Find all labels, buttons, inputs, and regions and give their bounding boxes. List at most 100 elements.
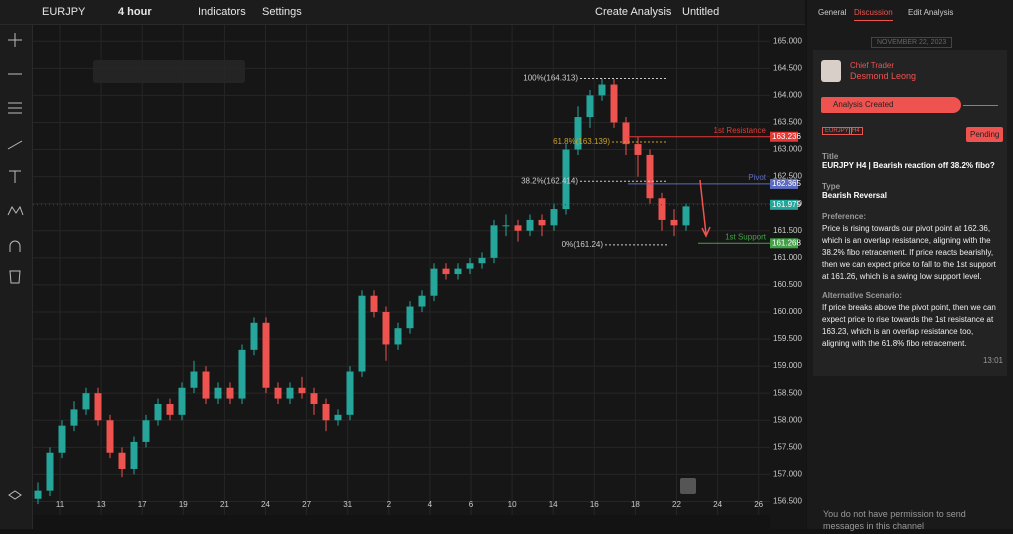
brush-tool[interactable] [7,140,23,150]
magnet-tool[interactable] [9,240,21,252]
y-tick-label: 157.500 [773,442,802,451]
alternative: If price breaks above the pivot point, t… [822,303,996,348]
idea-button[interactable] [680,478,696,494]
candle-body [610,84,618,123]
tab[interactable]: General [818,8,847,17]
level-name: Pivot [748,173,767,182]
layers-tool[interactable] [8,490,22,500]
fib-label: 61.8%(163.139) [553,137,610,146]
label: Type [822,182,841,191]
candle-body [250,322,258,350]
preference: Price is rising towards our pivot point … [822,224,996,281]
delete-tool[interactable] [9,270,21,284]
analysis-card: Chief Trader Desmond Leong Analysis Crea… [813,50,1007,376]
price-tag-label: 163.236 [772,132,801,141]
candle-body [310,393,318,405]
y-tick-label: 157.000 [773,470,802,479]
candle-body [502,225,510,227]
x-tick-label: 19 [179,500,188,509]
candle-body [166,404,174,415]
price-tag [770,178,798,189]
candle-body [598,84,606,96]
price-tag [770,238,798,249]
author: Desmond Leong [850,71,917,81]
drawing-toolbar [0,25,33,529]
x-tick-label: 21 [220,500,229,509]
x-tick-label: 27 [302,500,311,509]
x-tick-label: 24 [713,500,722,509]
x-tick-label: 6 [469,500,474,509]
candle-body [478,257,486,264]
projection-arrow [699,179,711,238]
chart: 165.000 164.500 164.000 163.500 163.000 162.5… [33,25,803,515]
candle-body [658,198,666,220]
tag: H4 [849,127,863,135]
candle-body [334,414,342,421]
candle-body [490,225,498,258]
candle-body [394,328,402,345]
x-tick-label: 10 [508,500,517,509]
candle-body [466,263,474,269]
fib-tool[interactable] [8,102,22,114]
x-tick-label: 13 [97,500,106,509]
candle-body [526,219,534,231]
candle-body [130,441,138,469]
candle-body [154,404,162,421]
date: NOVEMBER 22, 2023 [871,37,953,48]
banner-line [963,105,998,106]
tab[interactable]: Edit Analysis [908,8,954,17]
level-name: 1st Resistance [714,126,767,135]
candle-body [430,268,438,296]
x-tick-label: 18 [631,500,640,509]
text-tool[interactable] [9,170,21,183]
fib-label: 0%(161.24) [562,240,604,249]
title: EURJPY H4 | Bearish reaction off 38.2% f… [822,161,995,170]
crosshair-tool[interactable] [8,33,22,47]
candle-body [238,349,246,399]
x-tick-label: 17 [138,500,147,509]
x-tick-label: 2 [387,500,392,509]
status-banner: Analysis Created [821,97,961,113]
pattern-tool[interactable] [7,205,24,216]
candle-body [178,387,186,415]
y-tick-label: 164.500 [773,63,802,72]
candle-body [46,452,54,491]
tab[interactable]: Discussion [854,8,893,21]
candle-body [682,206,690,226]
candle-body [214,387,222,399]
y-tick-label: 158.000 [773,415,802,424]
candle-body [586,95,594,118]
fib-label: 38.2%(162.414) [521,176,578,185]
layout-name[interactable]: Untitled [682,6,720,18]
candle-body [670,219,678,226]
candle-body [538,219,546,226]
y-tick-label: 165.000 [773,36,802,45]
status[interactable]: Pending [966,127,1004,142]
interval[interactable]: 4 hour [118,6,152,18]
settings[interactable]: Settings [262,6,302,18]
candle-body [274,387,282,399]
candle-body [418,295,426,307]
candle-body [322,404,330,421]
candle-body [622,122,630,145]
x-tick-label: 31 [343,500,352,509]
candle-body [58,425,66,453]
create-analysis[interactable]: Create Analysis [595,6,672,18]
fib-label: 100%(164.313) [523,74,578,83]
y-tick-label: 164.000 [773,90,802,99]
candle-body [346,371,354,415]
y-tick-label: 162.500 [773,172,802,181]
price-tag-label: 162.365 [772,179,801,188]
indicators[interactable]: Indicators [198,6,246,18]
label: Preference: [822,212,867,221]
candle-body [550,209,558,226]
price-tag [770,131,798,142]
tool-icons [7,33,24,500]
x-tick-label: 22 [672,500,681,509]
candle-body [94,393,102,421]
price-tag [770,199,798,210]
y-tick-label: 161.000 [773,253,802,262]
y-tick-label: 159.000 [773,361,802,370]
symbol[interactable]: EURJPY [42,6,86,18]
